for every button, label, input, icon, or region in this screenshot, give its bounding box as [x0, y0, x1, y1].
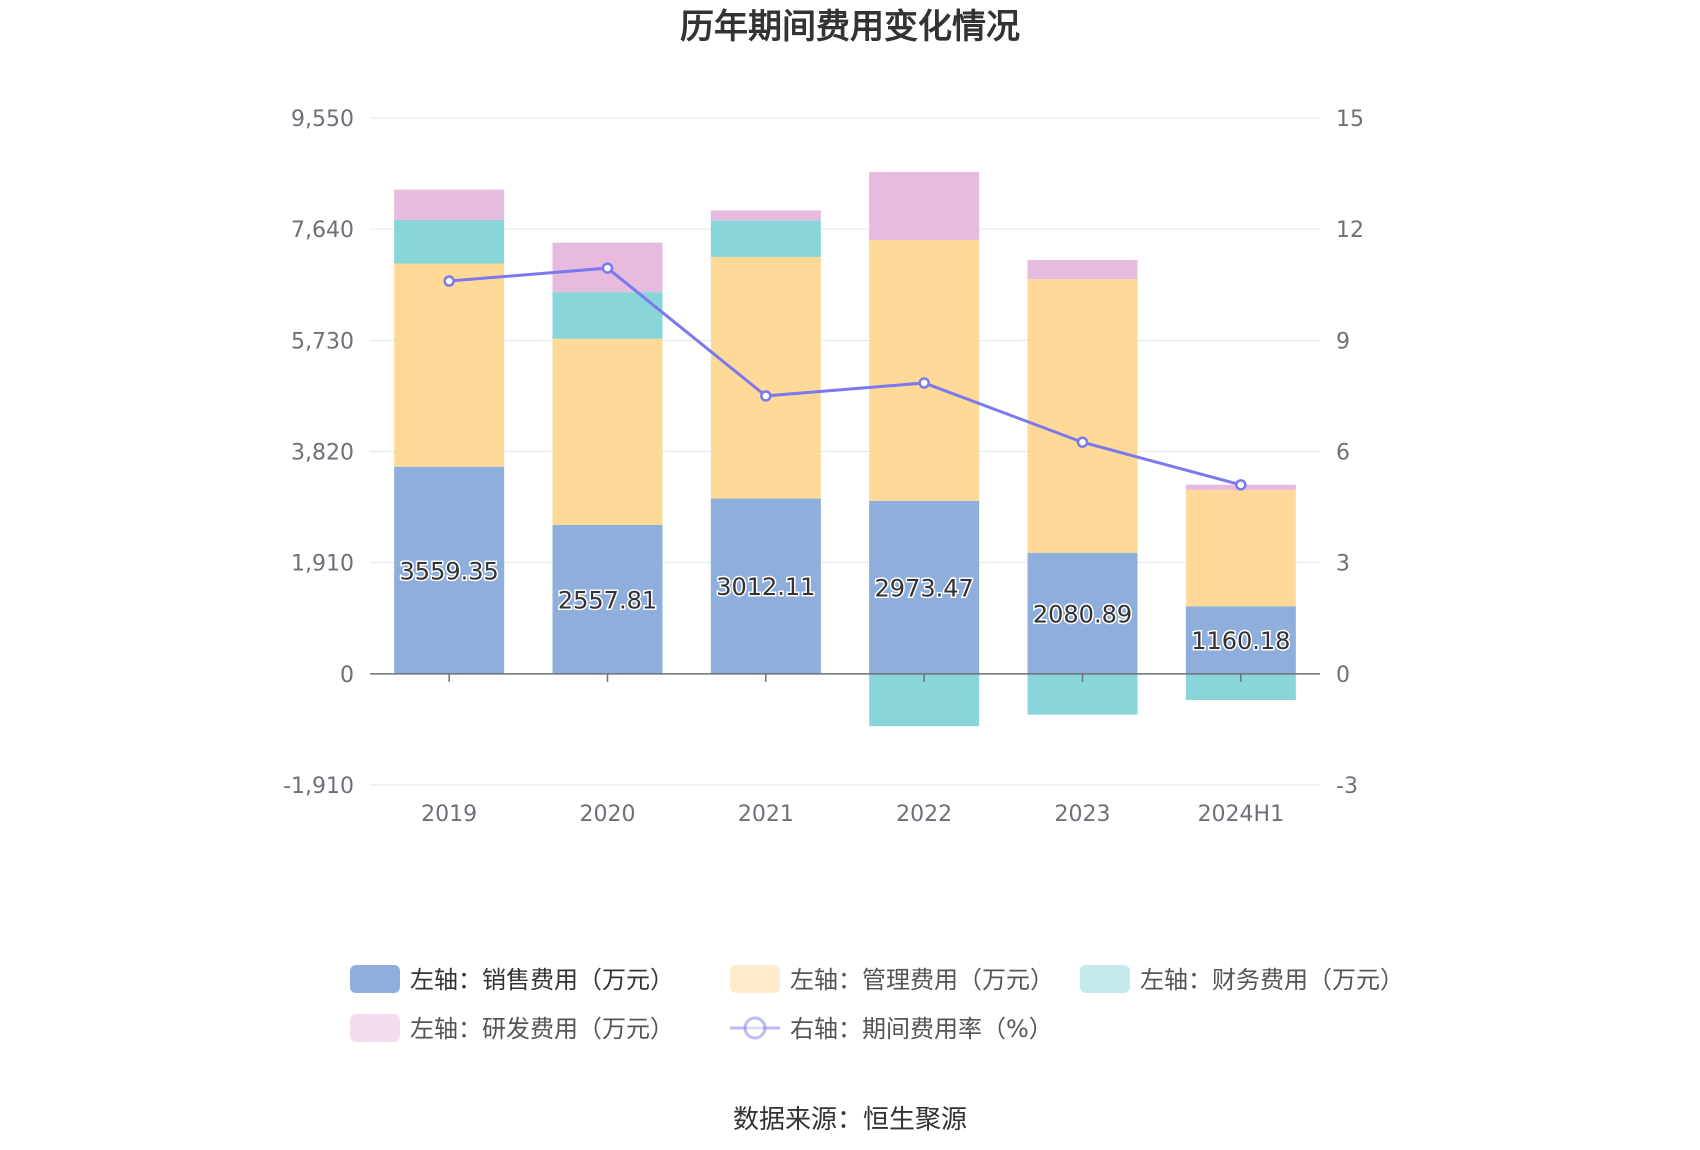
right-tick-label: 9 — [1336, 329, 1350, 354]
bar-segment — [1185, 489, 1296, 607]
legend-item[interactable]: 左轴：销售费用（万元） — [350, 965, 674, 994]
legend-label: 左轴：财务费用（万元） — [1140, 966, 1404, 994]
legend-label: 右轴：期间费用率（%） — [790, 1015, 1053, 1043]
legend-swatch-marker — [743, 1016, 767, 1040]
x-tick-label: 2023 — [1055, 802, 1111, 827]
legend-label: 左轴：研发费用（万元） — [410, 1015, 674, 1043]
bar-segment — [1027, 552, 1138, 674]
left-axis: 9,550 7,640 5,730 3,820 1,910 0 -1,910 — [283, 107, 354, 799]
x-tick-label: 2021 — [738, 802, 794, 827]
legend-item[interactable]: 左轴：管理费用（万元） — [730, 965, 1054, 994]
bar-segment — [869, 673, 980, 727]
rate-line-path — [449, 266, 1242, 487]
bar-segment — [869, 500, 980, 674]
bars — [394, 171, 1296, 727]
rate-point — [443, 275, 455, 287]
bar-segment — [710, 210, 821, 221]
right-tick-label: 12 — [1336, 218, 1364, 243]
bar-segment — [552, 338, 663, 525]
bar-segment — [710, 498, 821, 674]
rate-point — [760, 390, 772, 402]
right-tick-label: 0 — [1336, 663, 1350, 688]
bar-labels: 3559.35 2557.81 3012.11 2973.47 2080.89 1160.… — [398, 556, 1292, 657]
legend-label: 左轴：管理费用（万元） — [790, 966, 1054, 994]
rate-point — [1076, 436, 1089, 448]
x-tick-label: 2019 — [421, 802, 477, 827]
rate-point — [601, 262, 614, 274]
bar-segment — [1185, 606, 1296, 674]
x-tick-label: 2024H1 — [1198, 802, 1285, 827]
rate-point — [918, 377, 930, 389]
grid-lines — [370, 117, 1320, 786]
bar-segment — [869, 240, 980, 501]
left-tick-label: 1,910 — [291, 552, 354, 577]
legend-item[interactable]: 右轴：期间费用率（%） — [730, 1015, 1053, 1043]
legend-swatch — [350, 965, 400, 993]
left-tick-label: 3,820 — [291, 441, 354, 466]
bar-segment — [394, 189, 505, 220]
bar-segment — [869, 171, 980, 241]
left-tick-label: 7,640 — [291, 218, 354, 243]
legend-item[interactable]: 左轴：研发费用（万元） — [350, 1014, 674, 1043]
bar-segment — [552, 524, 663, 674]
bar-segment — [394, 263, 505, 467]
legend-swatch — [1080, 965, 1130, 993]
chart-title: 历年期间费用变化情况 — [680, 7, 1020, 47]
rate-line — [443, 262, 1247, 491]
legend-label: 左轴：销售费用（万元） — [410, 966, 674, 994]
legend-swatch — [350, 1014, 400, 1042]
bar-segment — [710, 220, 821, 257]
x-tick-label: 2020 — [580, 802, 636, 827]
left-tick-label: 5,730 — [291, 329, 354, 354]
right-tick-label: 3 — [1336, 552, 1350, 577]
bar-value-label: 2080.89 — [1033, 600, 1132, 628]
legend[interactable]: 左轴：销售费用（万元） 左轴：管理费用（万元） 左轴：财务费用（万元） 左轴：研发费用… — [350, 965, 1404, 1043]
legend-swatch — [730, 965, 780, 993]
source-note: 数据来源：恒生聚源 — [733, 1105, 967, 1135]
right-tick-label: -3 — [1336, 774, 1358, 799]
bar-segment — [552, 292, 663, 339]
bar-segment — [710, 256, 821, 499]
bar-value-label: 2973.47 — [875, 574, 974, 602]
bar-value-label: 3012.11 — [716, 573, 815, 601]
bar-segment — [394, 219, 505, 264]
rate-point — [1235, 479, 1247, 491]
right-axis: 15 12 9 6 3 0 -3 — [1336, 107, 1364, 799]
bar-value-label: 3559.35 — [400, 557, 499, 585]
right-tick-label: 6 — [1336, 441, 1350, 466]
left-tick-label: 9,550 — [291, 107, 354, 132]
right-tick-label: 15 — [1336, 107, 1364, 132]
left-tick-label: -1,910 — [283, 774, 354, 799]
left-tick-label: 0 — [340, 663, 354, 688]
legend-item[interactable]: 左轴：财务费用（万元） — [1080, 965, 1404, 994]
bar-value-label: 1160.18 — [1191, 627, 1290, 655]
bar-segment — [1027, 259, 1138, 280]
bar-segment — [394, 466, 505, 674]
bar-segment — [1027, 279, 1138, 553]
bar-value-label: 2557.81 — [558, 586, 657, 614]
x-axis: 2019 2020 2021 2022 2023 2024H1 — [370, 673, 1320, 827]
x-tick-label: 2022 — [896, 802, 952, 827]
